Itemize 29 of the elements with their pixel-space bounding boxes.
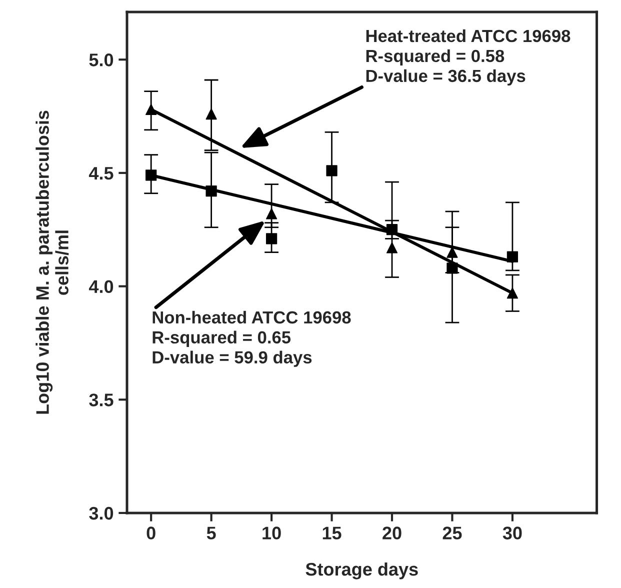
y-tick-label: 4.5 xyxy=(88,167,114,180)
x-tick-label: 25 xyxy=(442,526,462,540)
y-tick-label: 3.0 xyxy=(89,506,114,520)
point xyxy=(146,170,157,181)
point xyxy=(386,242,398,254)
point xyxy=(326,165,338,176)
y-tick-label: 4.0 xyxy=(88,280,114,294)
point xyxy=(146,104,157,116)
point xyxy=(446,262,458,274)
annotation: Non-heated ATCC 19698 R-squared = 0.65 D-value = 59.9 days xyxy=(152,310,351,367)
x-tick-label: 10 xyxy=(262,526,281,540)
point xyxy=(266,208,278,220)
y-axis-title: Log10 viable M. a. paratuberculosis cells/ml xyxy=(36,110,69,414)
point xyxy=(206,186,217,197)
point xyxy=(446,246,458,258)
x-tick-label: 5 xyxy=(206,526,216,540)
point xyxy=(386,224,398,236)
point xyxy=(266,233,278,244)
y-tick-label: 5.0 xyxy=(89,54,114,66)
point xyxy=(506,288,518,299)
x-axis-title: Storage days xyxy=(306,562,418,580)
x-tick-label: 15 xyxy=(322,526,342,540)
point xyxy=(506,251,518,262)
y-tick-label: 3.5 xyxy=(89,394,114,406)
annotation: Heat-treated ATCC 19698 R-squared = 0.58 D-value = 36.5 days xyxy=(366,29,570,86)
point xyxy=(206,108,217,120)
x-tick-label: 0 xyxy=(146,526,156,540)
x-tick-label: 20 xyxy=(382,526,402,540)
x-tick-label: 30 xyxy=(502,526,522,540)
